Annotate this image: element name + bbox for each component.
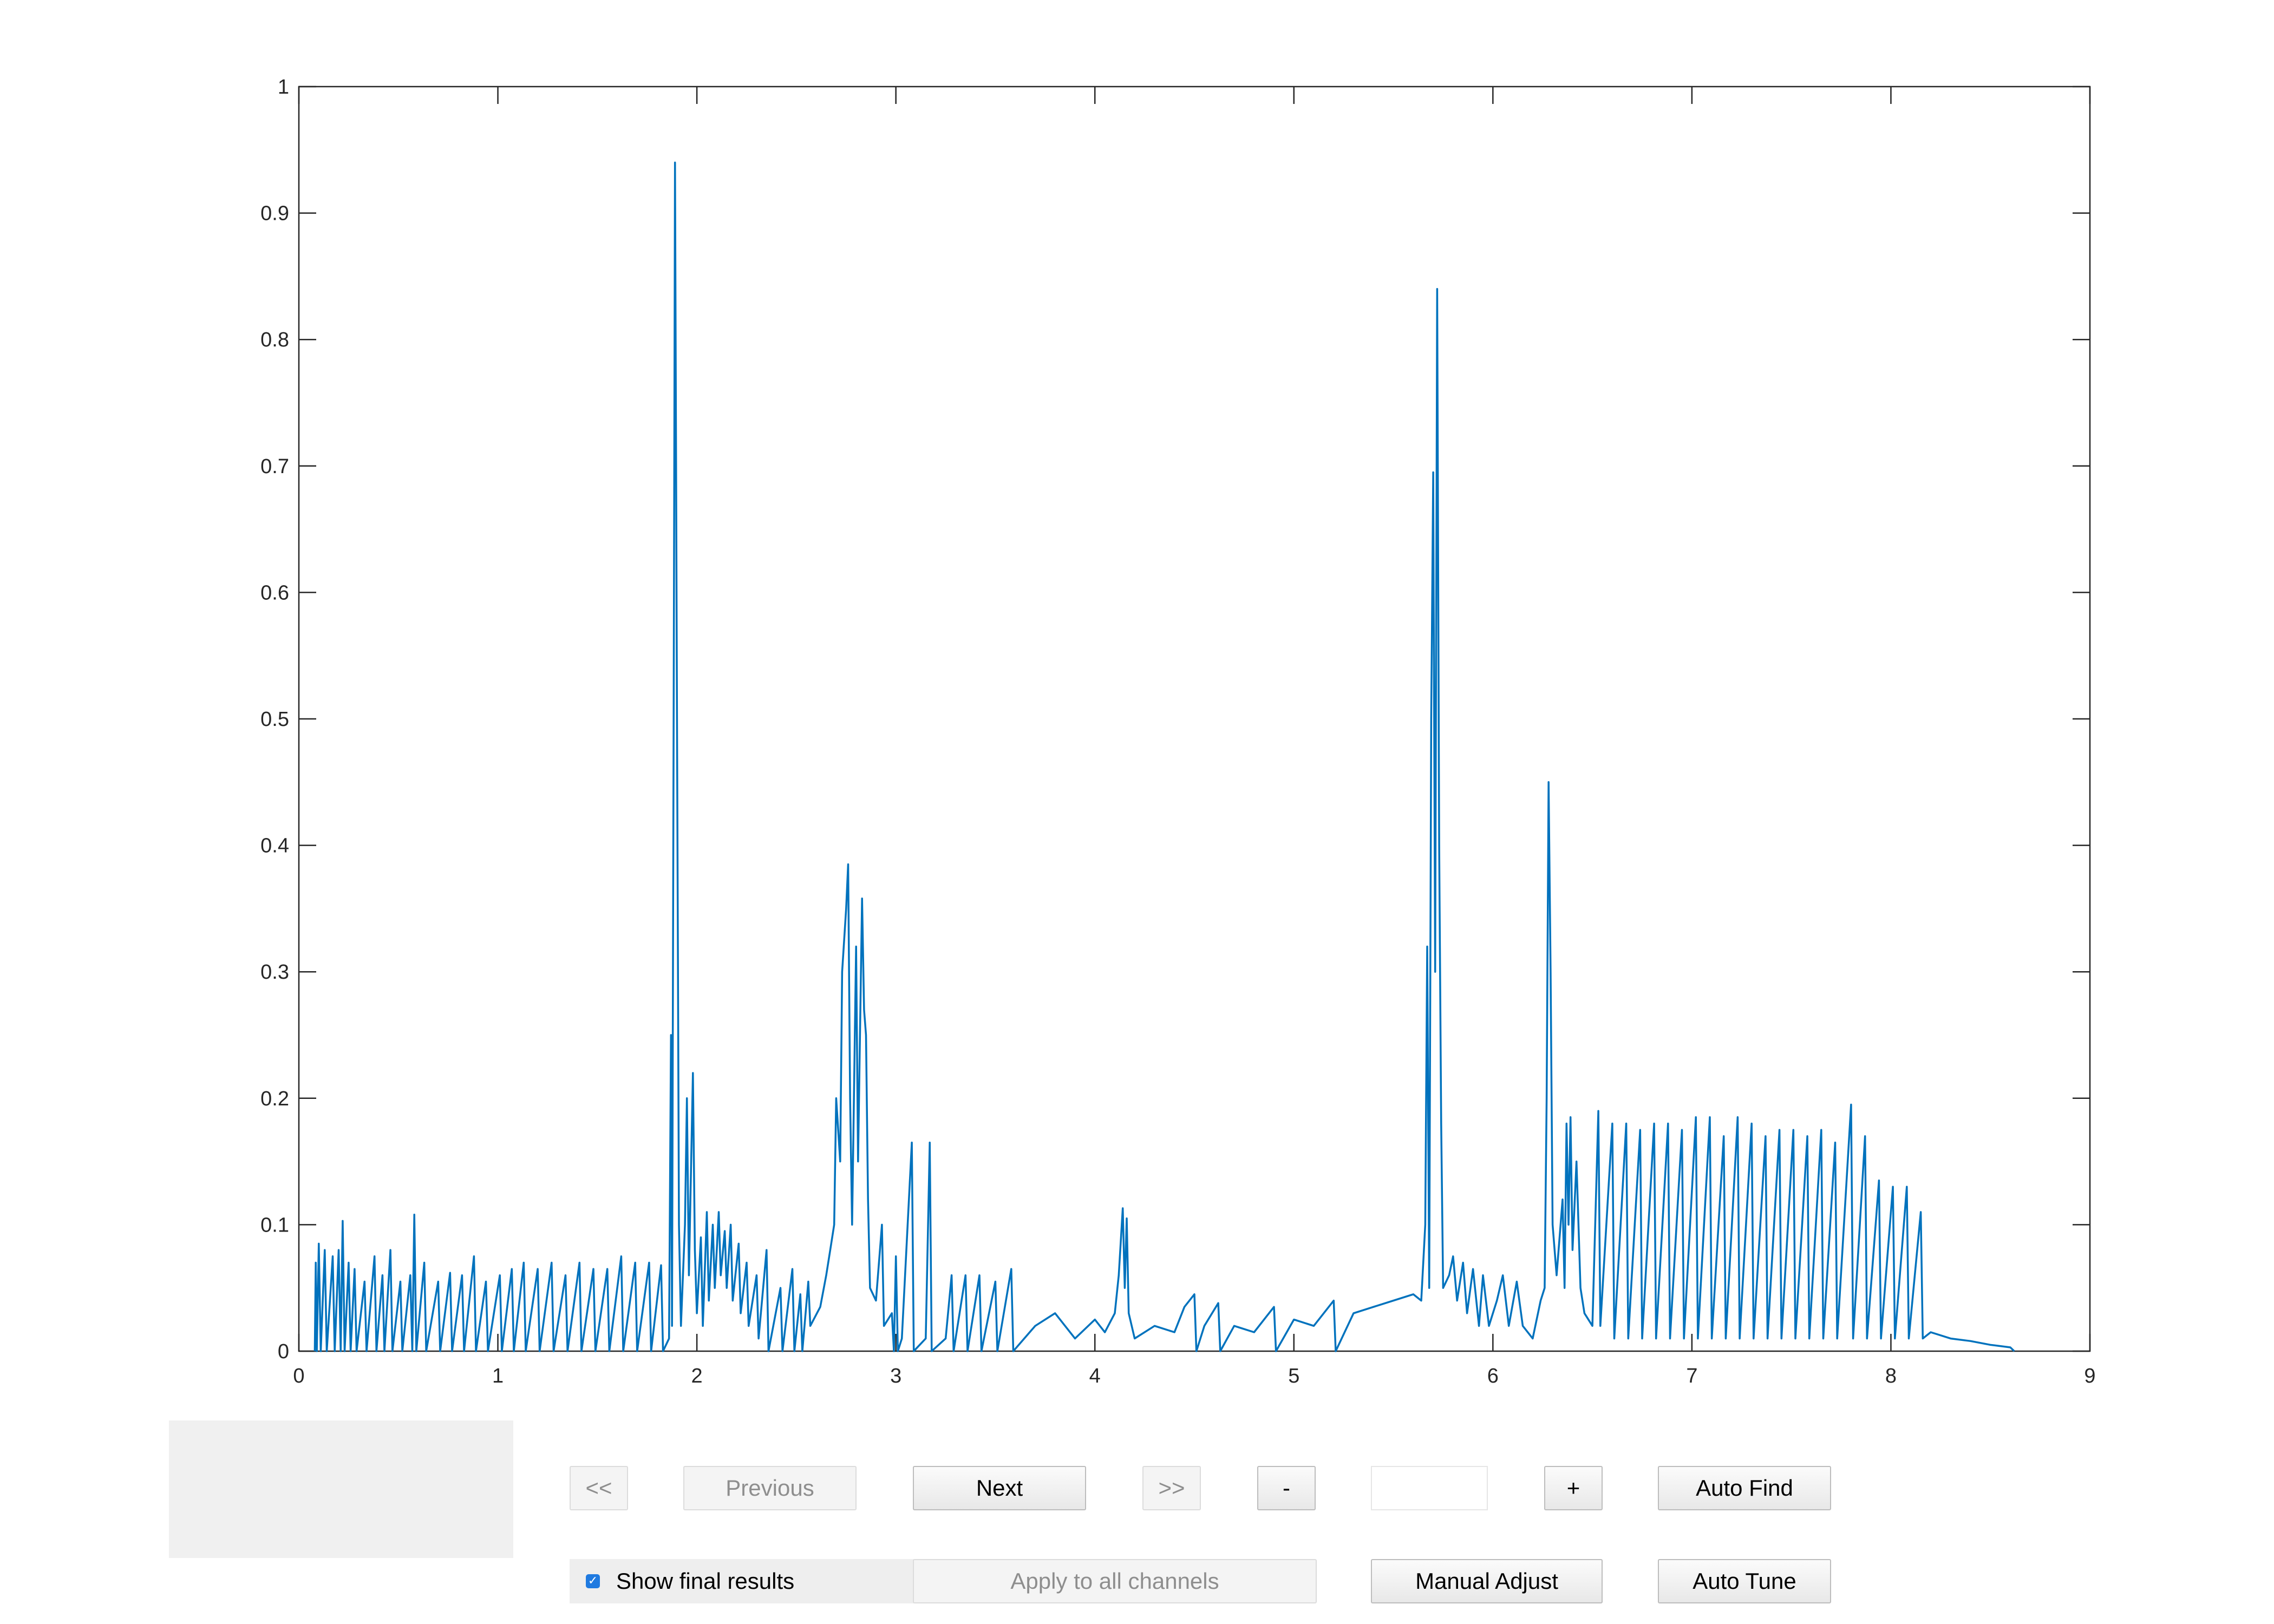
y-tick-label: 0.5 [260, 708, 289, 731]
plot-series [313, 161, 2015, 1352]
y-tick-label: 0.4 [260, 835, 289, 857]
manual-adjust-button[interactable]: Manual Adjust [1371, 1559, 1603, 1603]
show-final-results-toggle[interactable]: ✓ Show final results [570, 1559, 914, 1603]
empty-panel [169, 1420, 513, 1558]
y-tick-label: 0.6 [260, 581, 289, 604]
auto-tune-button[interactable]: Auto Tune [1658, 1559, 1831, 1603]
next-button[interactable]: Next [913, 1466, 1086, 1510]
y-tick-label: 0.2 [260, 1088, 289, 1110]
signal-plot[interactable]: 0 1 2 3 4 5 6 7 8 9 0 0.1 0.2 0.3 0.4 0.5 0.6 0.7 0.8 0.9 1 [0, 0, 2274, 1407]
previous-button[interactable]: Previous [683, 1466, 857, 1510]
x-tick-label: 9 [2084, 1365, 2095, 1387]
plot-ticks: 0 1 2 3 4 5 6 7 8 9 0 0.1 0.2 0.3 0.4 0.5 0.6 0.7 0.8 0.9 1 [260, 76, 2095, 1387]
decrement-button[interactable]: - [1257, 1466, 1316, 1510]
first-button[interactable]: << [570, 1466, 628, 1510]
increment-button[interactable]: + [1544, 1466, 1603, 1510]
x-tick-label: 8 [1885, 1365, 1897, 1387]
y-tick-label: 0 [278, 1340, 289, 1363]
x-tick-label: 3 [890, 1365, 901, 1387]
x-tick-label: 1 [492, 1365, 504, 1387]
show-final-results-label: Show final results [616, 1568, 795, 1594]
y-tick-label: 0.3 [260, 961, 289, 984]
x-tick-label: 6 [1487, 1365, 1499, 1387]
checkbox-checked-icon[interactable]: ✓ [586, 1574, 600, 1588]
y-tick-label: 0.1 [260, 1214, 289, 1236]
y-tick-label: 1 [278, 76, 289, 99]
y-tick-label: 0.8 [260, 329, 289, 351]
auto-find-button[interactable]: Auto Find [1658, 1466, 1831, 1510]
apply-to-all-channels-button[interactable]: Apply to all channels [913, 1559, 1317, 1603]
x-tick-label: 7 [1686, 1365, 1697, 1387]
x-tick-label: 5 [1288, 1365, 1299, 1387]
last-button[interactable]: >> [1142, 1466, 1201, 1510]
series-line-0 [313, 161, 2015, 1352]
value-field[interactable] [1371, 1466, 1488, 1510]
x-tick-label: 2 [691, 1365, 703, 1387]
x-tick-label: 4 [1089, 1365, 1101, 1387]
y-tick-label: 0.7 [260, 455, 289, 478]
y-tick-label: 0.9 [260, 202, 289, 225]
x-tick-label: 0 [293, 1365, 304, 1387]
